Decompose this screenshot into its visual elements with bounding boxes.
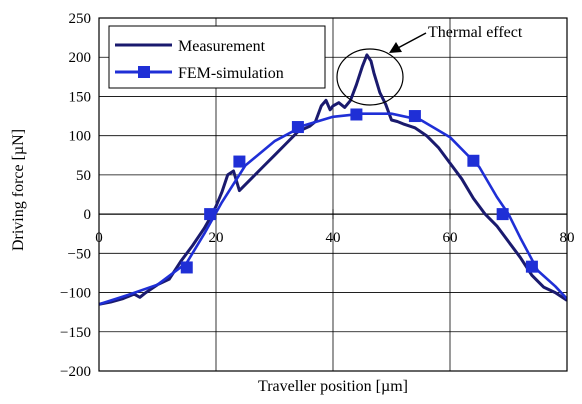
thermal-effect-ellipse: [336, 48, 404, 106]
x-axis-label: Traveller position [µm]: [258, 378, 408, 395]
x-tick-label: 20: [209, 230, 224, 246]
y-tick-label: 0: [84, 207, 92, 223]
y-tick-label: 150: [69, 89, 92, 105]
y-tick-label: 50: [76, 168, 91, 184]
fem-marker: [180, 261, 193, 274]
thermal-effect-arrow-line: [395, 32, 427, 50]
thermal-effect-arrow-head: [389, 42, 402, 53]
y-tick-label: −50: [68, 246, 91, 262]
y-tick-label: −100: [60, 286, 91, 302]
fem-marker: [233, 155, 246, 168]
y-tick-label: −150: [60, 325, 91, 341]
series-layer: [99, 53, 567, 306]
legend-label-fem: FEM-simulation: [178, 65, 284, 82]
x-tick-label: 60: [443, 230, 458, 246]
series-line-measurement: [99, 53, 567, 306]
x-tick-label: 40: [326, 230, 341, 246]
legend-label-measurement: Measurement: [178, 38, 266, 55]
y-tick-label: 100: [69, 129, 92, 145]
legend-marker-fem: [138, 66, 150, 78]
fem-marker: [496, 208, 509, 221]
fem-marker: [291, 121, 304, 134]
thermal-annotation: Thermal effect: [336, 24, 523, 106]
plot-frame: [98, 17, 568, 372]
x-tick-labels: 0 20 40 60 80: [95, 230, 574, 246]
y-tick-label: 200: [69, 50, 92, 66]
fem-marker: [467, 154, 480, 167]
y-tick-label: −200: [60, 364, 91, 380]
fem-marker: [204, 208, 217, 221]
fem-marker: [350, 108, 363, 121]
y-axis-label: Driving force [µN]: [10, 129, 27, 251]
y-tick-labels: 250 200 150 100 50 0 −50 −100 −150 −200: [60, 11, 91, 380]
legend: Measurement FEM-simulation: [108, 25, 326, 89]
x-tick-label: 0: [95, 230, 103, 246]
fem-marker: [408, 110, 421, 123]
y-tick-label: 250: [69, 11, 92, 27]
x-tick-label: 80: [560, 230, 575, 246]
thermal-effect-label: Thermal effect: [428, 24, 523, 41]
fem-marker: [525, 260, 538, 273]
